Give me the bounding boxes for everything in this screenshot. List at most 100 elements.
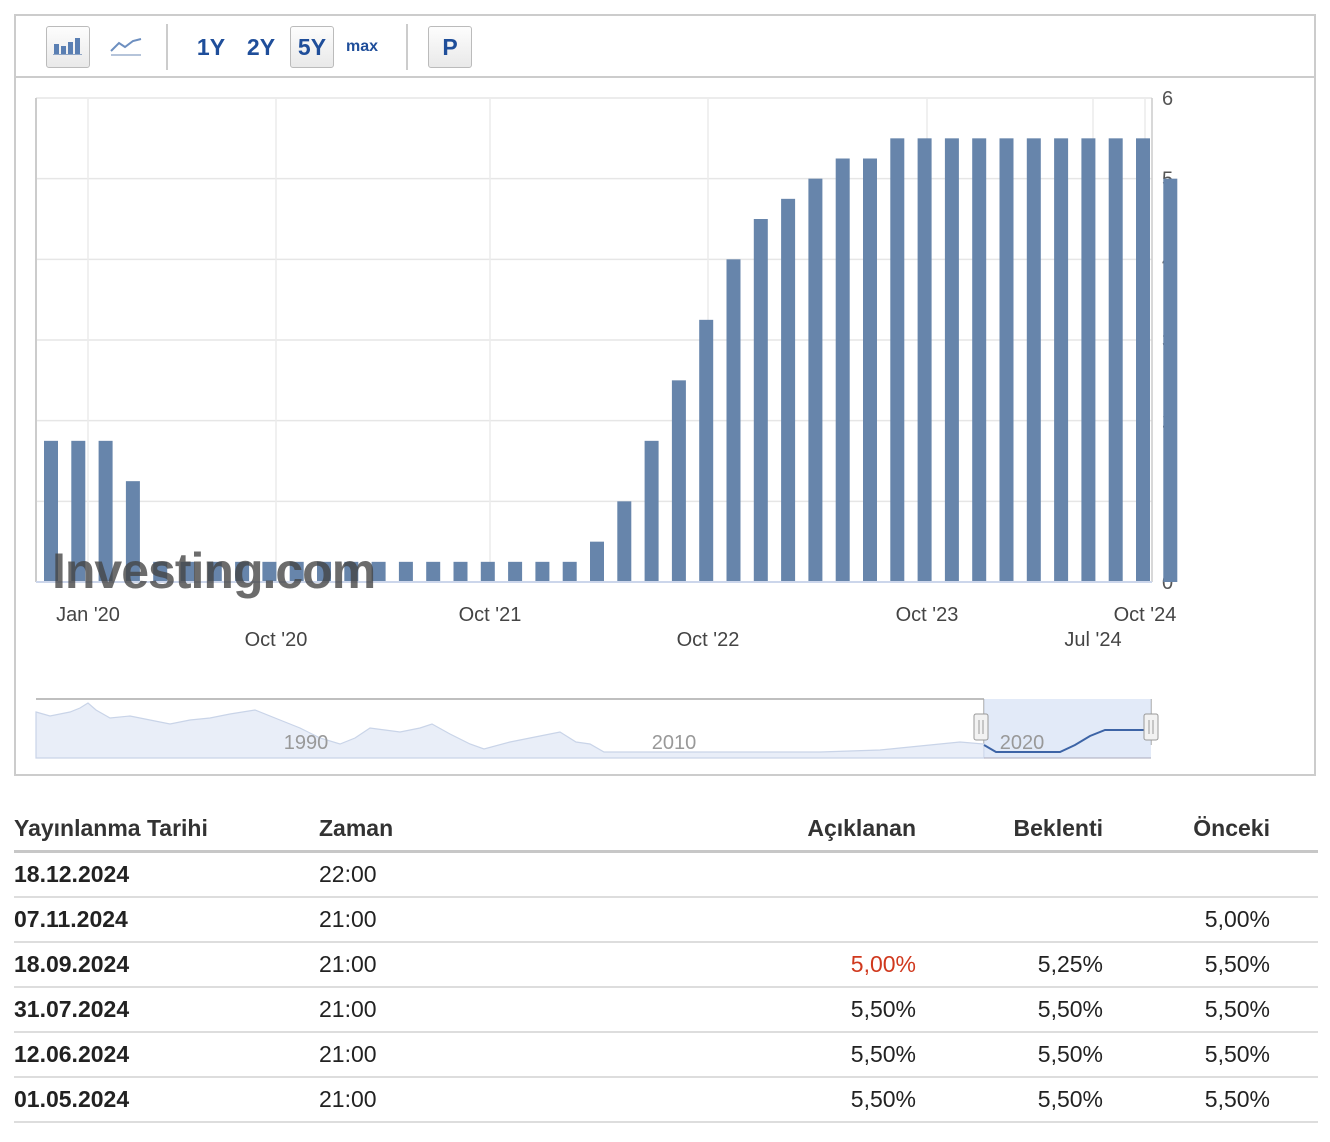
bar-15 [453, 561, 468, 582]
table-row: 07.11.2024 21:00 5,00% [14, 897, 1318, 943]
bar-12 [371, 561, 386, 582]
table-header-row: Yayınlanma Tarihi Zaman Açıklanan Beklen… [14, 806, 1318, 853]
navigator-year-label: 1990 [284, 732, 329, 754]
line-chart-button[interactable] [104, 26, 148, 68]
release-date: 18.12.2024 [14, 851, 319, 898]
x-tick-label: Oct '24 [1114, 604, 1177, 626]
bar-32 [917, 138, 932, 583]
bar-27 [781, 198, 796, 583]
bar-23 [671, 380, 686, 582]
results-table: Yayınlanma Tarihi Zaman Açıklanan Beklen… [14, 806, 1318, 1123]
previous-value: 5,50% [1103, 1077, 1270, 1123]
bar-6 [207, 561, 222, 582]
bar-38 [1081, 138, 1096, 583]
p-button[interactable]: P [428, 26, 472, 68]
bar-40 [1136, 138, 1150, 583]
previous-value: 5,50% [1103, 942, 1270, 988]
bar-4 [153, 561, 168, 582]
bar-13 [398, 561, 413, 582]
bar-5 [180, 561, 195, 582]
release-time: 21:00 [319, 1077, 619, 1123]
line-chart-icon [109, 33, 143, 62]
header-release-date[interactable]: Yayınlanma Tarihi [14, 806, 319, 853]
range-1y-button[interactable]: 1Y [196, 33, 226, 60]
header-time[interactable]: Zaman [319, 806, 619, 853]
toolbar-separator [166, 24, 168, 70]
toolbar-separator [406, 24, 408, 70]
forecast-value: 5,50% [916, 987, 1103, 1033]
navigator-year-label: 2020 [1000, 732, 1045, 754]
x-tick-label: Oct '22 [677, 629, 740, 651]
bar-chart-button[interactable] [46, 26, 90, 68]
table-row: 31.07.2024 21:00 5,50% 5,50% 5,50% [14, 987, 1318, 1033]
actual-value [619, 897, 916, 943]
bar-41 [1163, 178, 1178, 582]
release-date: 07.11.2024 [14, 897, 319, 943]
bar-24 [699, 319, 714, 582]
release-time: 22:00 [319, 851, 619, 898]
x-tick-label: Jul '24 [1064, 629, 1121, 651]
range-max-button[interactable]: max [345, 38, 379, 55]
bar-34 [972, 138, 987, 583]
chart-toolbar: 1Y 2Y 5Y max P [16, 16, 1314, 78]
bar-0 [44, 440, 58, 582]
previous-value [1103, 851, 1270, 898]
table-row: 18.09.2024 21:00 5,00% 5,25% 5,50% [14, 942, 1318, 988]
forecast-value [916, 851, 1103, 898]
release-date: 01.05.2024 [14, 1077, 319, 1123]
release-time: 21:00 [319, 1032, 619, 1078]
navigator-history-series [35, 702, 985, 759]
release-date: 18.09.2024 [14, 942, 319, 988]
navigator-left-handle [973, 713, 989, 741]
table-row: 01.05.2024 21:00 5,50% 5,50% 5,50% [14, 1077, 1318, 1123]
bar-33 [944, 138, 959, 583]
bar-11 [344, 561, 359, 582]
bar-28 [808, 178, 823, 582]
bar-2 [98, 440, 113, 582]
header-forecast[interactable]: Beklenti [916, 806, 1103, 853]
forecast-value: 5,25% [916, 942, 1103, 988]
bar-14 [426, 561, 441, 582]
release-date: 12.06.2024 [14, 1032, 319, 1078]
bar-8 [262, 561, 277, 582]
y-tick-label: 0 [1162, 572, 1173, 594]
table-row: 18.12.2024 22:00 [14, 851, 1318, 898]
y-tick-label: 6 [1162, 88, 1173, 110]
previous-value: 5,50% [1103, 1032, 1270, 1078]
actual-value: 5,50% [619, 1032, 916, 1078]
header-actual[interactable]: Açıklanan [619, 806, 916, 853]
bar-31 [890, 138, 905, 583]
previous-value: 5,00% [1103, 897, 1270, 943]
previous-value: 5,50% [1103, 987, 1270, 1033]
bar-37 [1054, 138, 1069, 583]
bar-10 [317, 561, 331, 582]
x-tick-label: Oct '20 [245, 629, 308, 651]
bar-7 [235, 561, 250, 582]
navigator-year-label: 2010 [652, 732, 697, 754]
actual-value: 5,00% [619, 942, 916, 988]
bar-30 [863, 158, 877, 582]
release-time: 21:00 [319, 942, 619, 988]
forecast-value: 5,50% [916, 1077, 1103, 1123]
bar-3 [125, 481, 140, 582]
bar-17 [508, 561, 523, 582]
actual-value: 5,50% [619, 987, 916, 1033]
actual-value [619, 851, 916, 898]
release-date: 31.07.2024 [14, 987, 319, 1033]
range-2y-button[interactable]: 2Y [246, 33, 276, 60]
range-5y-button[interactable]: 5Y [290, 26, 334, 68]
header-previous[interactable]: Önceki [1103, 806, 1270, 853]
navigator-selected-series [983, 729, 1145, 753]
bar-22 [644, 440, 659, 582]
bar-25 [726, 259, 741, 582]
bar-21 [617, 501, 632, 582]
bar-1 [71, 440, 86, 582]
bar-36 [1026, 138, 1041, 583]
bar-16 [480, 561, 495, 582]
bar-35 [999, 138, 1014, 583]
release-time: 21:00 [319, 897, 619, 943]
bar-39 [1108, 138, 1123, 583]
forecast-value [916, 897, 1103, 943]
x-tick-label: Oct '23 [896, 604, 959, 626]
